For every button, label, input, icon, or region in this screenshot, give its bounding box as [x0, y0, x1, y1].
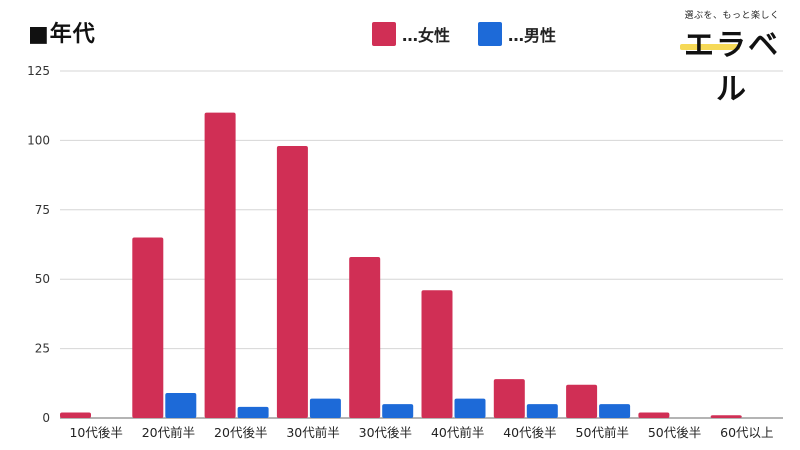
bar-male — [526, 404, 558, 418]
bar-female — [276, 145, 308, 418]
x-category-label: 40代前半 — [431, 425, 484, 440]
bar-female — [493, 379, 525, 418]
chart-bars — [60, 112, 742, 418]
y-tick-label: 25 — [35, 342, 50, 356]
x-category-label: 30代前半 — [286, 425, 339, 440]
bar-female — [132, 237, 164, 418]
x-category-label: 60代以上 — [720, 425, 773, 440]
bar-female — [638, 412, 670, 418]
legend-label-male: …男性 — [508, 26, 557, 45]
bar-male — [237, 406, 269, 418]
legend-item-male: …男性 — [478, 22, 556, 46]
x-category-label: 10代後半 — [69, 425, 122, 440]
bar-female — [349, 256, 381, 418]
legend-item-female: …女性 — [372, 22, 450, 46]
bar-female — [710, 415, 742, 418]
bar-male — [382, 404, 414, 418]
y-tick-label: 50 — [35, 272, 50, 286]
legend-swatch-female — [372, 22, 396, 46]
y-tick-label: 100 — [27, 133, 50, 147]
bar-male — [599, 404, 631, 418]
x-category-label: 30代後半 — [359, 425, 412, 440]
chart-grid — [60, 70, 783, 419]
x-category-label: 40代後半 — [503, 425, 556, 440]
legend-swatch-male — [478, 22, 503, 46]
bar-male — [454, 398, 486, 418]
brand-logo: 選ぶを、もっと楽しく エラベル — [676, 8, 788, 107]
x-axis-labels: 10代後半 20代前半 20代後半 30代前半 30代後半 40代前半 40代後半 50代前半… — [69, 425, 773, 440]
logo-tagline: 選ぶを、もっと楽しく — [684, 11, 780, 21]
logo-name: エラベル — [684, 28, 780, 107]
x-category-label: 50代後半 — [648, 425, 701, 440]
y-tick-label: 125 — [27, 64, 50, 78]
y-axis-ticks: 0 25 50 75 100 125 — [27, 64, 50, 425]
x-category-label: 20代前半 — [142, 425, 195, 440]
x-category-label: 50代前半 — [576, 425, 629, 440]
logo-highlight — [680, 44, 740, 50]
y-tick-label: 75 — [35, 203, 50, 217]
bar-male — [165, 393, 197, 418]
x-category-label: 20代後半 — [214, 425, 267, 440]
bar-female — [421, 290, 453, 418]
bar-female — [566, 384, 598, 418]
page-title: ■年代 — [28, 22, 96, 47]
bar-female — [60, 412, 91, 418]
legend-label-female: …女性 — [402, 26, 451, 45]
bar-male — [309, 398, 341, 418]
bar-female — [204, 112, 236, 418]
chart-legend: …女性 …男性 — [372, 22, 556, 46]
y-tick-label: 0 — [42, 411, 50, 425]
